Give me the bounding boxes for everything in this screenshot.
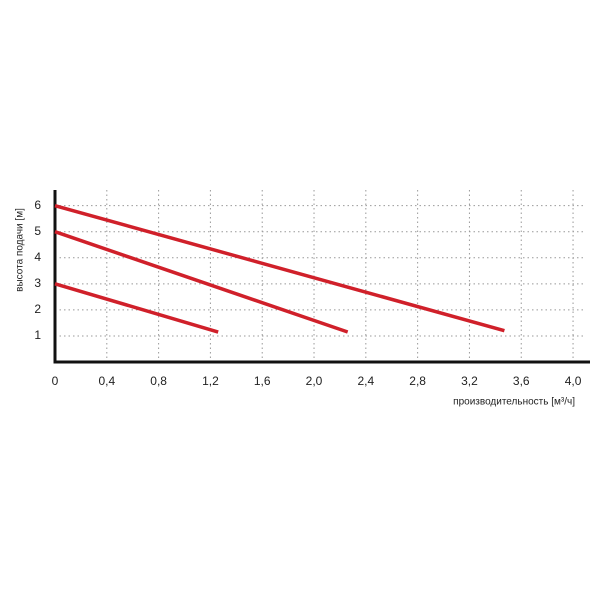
y-tick-label: 5 (34, 224, 41, 238)
x-tick-label: 1,6 (254, 374, 271, 388)
x-tick-label: 2,4 (357, 374, 374, 388)
x-tick-label: 4,0 (565, 374, 582, 388)
x-axis-label: производительность [м³/ч] (453, 397, 575, 408)
x-tick-label: 1,2 (202, 374, 219, 388)
x-tick-label: 2,8 (409, 374, 426, 388)
x-tick-label: 3,2 (461, 374, 478, 388)
curve (54, 230, 349, 334)
curve (54, 282, 219, 334)
y-tick-label: 1 (34, 328, 41, 342)
y-axis-label: высота подачи [м] (15, 208, 26, 292)
x-tick-label: 2,0 (306, 374, 323, 388)
y-tick-label: 2 (34, 302, 41, 316)
x-tick-label: 0,8 (150, 374, 167, 388)
y-tick-label: 6 (34, 198, 41, 212)
x-tick-label: 0 (52, 374, 59, 388)
x-tick-label: 0,4 (98, 374, 115, 388)
y-tick-label: 3 (34, 276, 41, 290)
x-tick-label: 3,6 (513, 374, 530, 388)
curve (54, 203, 505, 333)
y-tick-label: 4 (34, 250, 41, 264)
